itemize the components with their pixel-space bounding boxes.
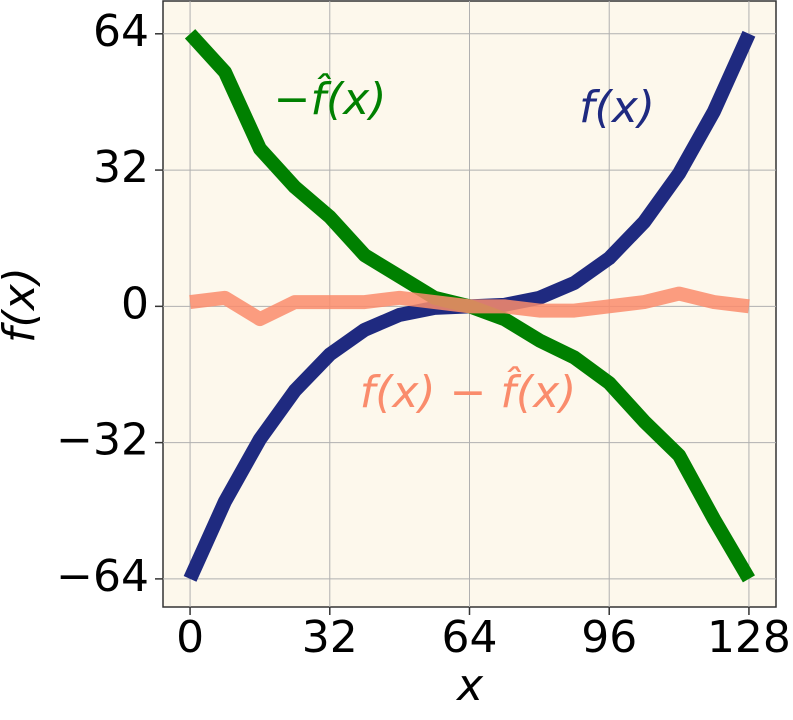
x-tick-label: 32 bbox=[302, 612, 358, 663]
x-tick-label: 0 bbox=[176, 612, 204, 663]
y-tick-label: −32 bbox=[56, 415, 149, 466]
line-series bbox=[189, 286, 750, 327]
x-tick-label: 96 bbox=[581, 612, 637, 663]
y-axis-label: f(x) bbox=[0, 267, 45, 343]
x-tick-label: 64 bbox=[442, 612, 498, 663]
series-label: f(x) − f̂(x) bbox=[360, 365, 577, 418]
x-axis-label: x bbox=[455, 660, 484, 711]
y-tick-label: −64 bbox=[56, 551, 149, 602]
series-label: f(x) bbox=[579, 82, 655, 133]
series-label: −f̂(x) bbox=[274, 72, 387, 125]
y-tick-label: 0 bbox=[121, 278, 149, 329]
x-tick-label: 128 bbox=[707, 612, 791, 663]
y-tick-label: 32 bbox=[93, 142, 149, 193]
y-tick-label: 64 bbox=[93, 6, 149, 57]
